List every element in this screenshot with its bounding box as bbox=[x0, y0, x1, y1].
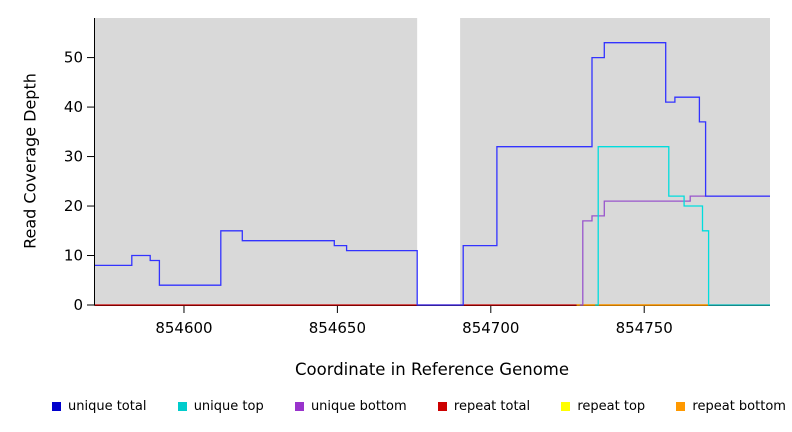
series-unique-total bbox=[95, 42, 770, 306]
series-unique-top bbox=[595, 146, 770, 306]
legend-swatch-icon bbox=[561, 402, 571, 411]
legend-item-repeat-bottom: repeat bottom bbox=[676, 399, 786, 414]
legend-item-unique-top: unique top bbox=[177, 399, 264, 414]
legend-label: repeat top bbox=[577, 399, 646, 414]
y-tick-label: 20 bbox=[64, 197, 83, 215]
legend-label: repeat bottom bbox=[692, 399, 786, 414]
y-tick-label: 40 bbox=[64, 98, 83, 116]
x-axis-label: Coordinate in Reference Genome bbox=[294, 360, 570, 379]
x-tick-label: 854700 bbox=[462, 319, 519, 337]
legend-label: unique top bbox=[193, 399, 264, 414]
legend-swatch-icon bbox=[177, 402, 187, 411]
x-tick-label: 854750 bbox=[616, 319, 673, 337]
y-tick-label: 0 bbox=[73, 296, 83, 314]
legend-swatch-icon bbox=[52, 402, 61, 411]
x-tick-label: 854600 bbox=[155, 319, 212, 337]
coverage-plot: 0 10 20 30 40 50 854600 854650 854700 854750 bbox=[63, 8, 770, 337]
coverage-gap-region bbox=[417, 8, 461, 305]
legend-swatch-icon bbox=[437, 402, 447, 411]
y-tick-label: 50 bbox=[64, 49, 83, 67]
legend-swatch-icon bbox=[676, 402, 686, 411]
legend-label: unique bottom bbox=[310, 399, 407, 414]
legend-item-repeat-top: repeat top bbox=[561, 399, 645, 414]
legend-item-unique-bottom: unique bottom bbox=[294, 399, 407, 414]
x-tick-label: 854650 bbox=[309, 319, 366, 337]
legend-item-unique-total: unique total bbox=[52, 399, 146, 414]
y-tick-label: 30 bbox=[64, 148, 83, 166]
y-tick-label: 10 bbox=[64, 247, 83, 265]
legend: unique total unique top unique bottom repea… bbox=[52, 399, 786, 414]
legend-swatch-icon bbox=[294, 402, 304, 411]
legend-label: unique total bbox=[68, 399, 147, 414]
legend-item-repeat-total: repeat total bbox=[437, 399, 531, 414]
legend-label: repeat total bbox=[453, 399, 531, 414]
